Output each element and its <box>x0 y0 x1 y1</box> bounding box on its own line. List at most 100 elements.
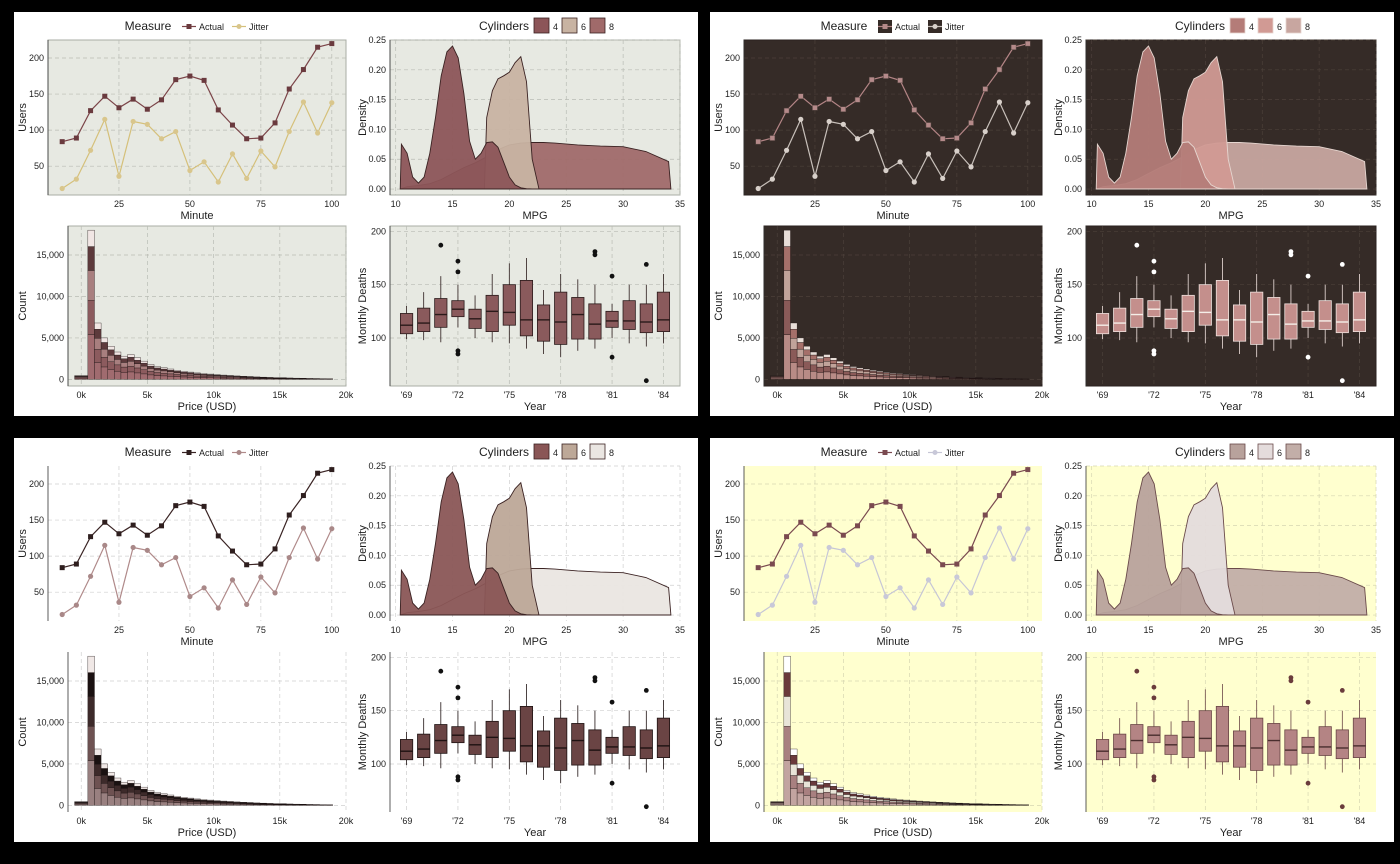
histogram-bar-segment <box>902 799 910 801</box>
panel-yellow: 25 50 75 100 50 100 150 200 Minute Users Measure Ac… <box>710 438 1394 842</box>
histogram-chart: 0k 5k 10k 15k 20k 0 5,000 10,000 15,000 Price (US… <box>713 225 1050 413</box>
point-jitter <box>812 599 818 605</box>
y-tick-label: 0.00 <box>1064 610 1082 620</box>
histogram-bar-segment <box>200 373 208 375</box>
y-axis-title: Users <box>713 103 725 132</box>
histogram-bar-segment <box>816 798 824 806</box>
point-actual <box>996 493 1002 499</box>
histogram-bar-segment <box>856 367 864 370</box>
box-outlier <box>1151 777 1157 783</box>
histogram-bar-segment <box>127 780 135 784</box>
histogram-bar-segment <box>836 362 844 367</box>
histogram-bar-segment <box>823 797 831 806</box>
x-tick-label: 75 <box>256 625 266 635</box>
x-tick-label: 35 <box>675 199 685 209</box>
histogram-bar-segment <box>796 337 804 343</box>
x-axis-title: Year <box>524 827 547 839</box>
box-body <box>1335 303 1349 334</box>
y-tick-label: 200 <box>371 652 386 662</box>
legend-entry: Jitter <box>249 448 269 458</box>
histogram-bar-segment <box>796 342 804 350</box>
point-jitter <box>854 562 861 568</box>
histogram-bar-segment <box>790 748 798 756</box>
histogram-bar-segment <box>816 355 824 359</box>
y-tick-label: 50 <box>34 161 44 171</box>
histogram-bar-segment <box>889 803 897 806</box>
histogram-bar-segment <box>836 791 844 796</box>
histogram-bar-segment <box>830 367 837 374</box>
histogram-bar-segment <box>167 371 175 375</box>
histogram-bar-segment <box>790 755 798 765</box>
series-line-jitter <box>757 100 1029 190</box>
histogram-bar-segment <box>882 799 890 802</box>
legend-entry: 6 <box>581 448 586 458</box>
histogram-bar-segment <box>849 375 857 380</box>
histogram-bar-segment <box>193 374 201 377</box>
histogram-bar-segment <box>114 370 122 380</box>
x-tick-label: '72 <box>1148 390 1160 400</box>
box-outlier <box>643 688 649 693</box>
box-body <box>554 717 568 771</box>
box-outlier <box>1151 258 1157 264</box>
histogram-bar-segment <box>153 369 161 373</box>
y-axis-title: Density <box>1053 525 1065 562</box>
x-tick-label: 10 <box>1087 199 1097 209</box>
histogram-bar-segment <box>823 783 831 788</box>
histogram-bar-segment <box>94 349 102 363</box>
point-jitter <box>897 159 903 165</box>
box-outlier <box>455 269 461 275</box>
legend-entry: 4 <box>1249 22 1254 32</box>
point-actual <box>201 77 207 83</box>
point-actual <box>1010 44 1017 50</box>
point-jitter <box>869 128 875 135</box>
histogram-bar-segment <box>153 375 161 380</box>
histogram-bar-segment <box>869 370 877 372</box>
box-body <box>1335 729 1349 760</box>
histogram-bar-segment <box>803 361 811 370</box>
x-axis-title: Price (USD) <box>178 827 237 839</box>
histogram-bar-segment <box>186 373 194 376</box>
histogram-bar-segment <box>810 785 818 792</box>
histogram-bar-segment <box>127 357 135 362</box>
point-jitter <box>755 185 761 192</box>
density-chart: 10 15 20 25 30 35 0.00 0.05 0.10 0.15 0.20 0.25 MPG D… <box>357 35 685 222</box>
histogram-bar-segment <box>147 800 155 806</box>
y-tick-label: 0.05 <box>368 154 386 164</box>
x-axis-title: MPG <box>1218 636 1243 648</box>
histogram-bar-segment <box>823 780 831 784</box>
histogram-bar-segment <box>863 368 871 371</box>
point-jitter <box>925 577 932 583</box>
histogram-bar-segment <box>107 780 115 788</box>
y-tick-label: 10,000 <box>732 717 760 727</box>
histogram-bar-segment <box>783 760 791 806</box>
point-jitter <box>329 100 335 106</box>
x-tick-label: 10k <box>902 816 917 826</box>
point-jitter <box>911 605 917 611</box>
box-body <box>417 733 431 758</box>
x-tick-label: 35 <box>1371 625 1381 635</box>
y-tick-label: 0.00 <box>368 184 386 194</box>
point-jitter <box>286 554 292 561</box>
histogram-bar-segment <box>803 354 811 362</box>
y-axis-title: Density <box>1053 99 1065 136</box>
box-body <box>417 307 431 332</box>
point-actual <box>996 66 1003 73</box>
point-actual <box>968 120 974 126</box>
x-tick-label: 100 <box>324 625 339 635</box>
y-tick-label: 15,000 <box>732 250 760 260</box>
point-jitter <box>996 99 1003 105</box>
x-axis-title: Minute <box>180 636 213 648</box>
legend-title: Cylinders <box>479 19 529 33</box>
box-body <box>1095 313 1110 335</box>
legend-key-cyl-6 <box>561 17 578 34</box>
point-jitter <box>144 547 150 553</box>
x-tick-label: 25 <box>114 625 124 635</box>
point-actual <box>187 73 193 79</box>
legend-title: Measure <box>821 19 868 33</box>
histogram-bar-segment <box>876 800 884 804</box>
point-actual <box>798 93 804 99</box>
histogram-bar-segment <box>843 368 851 372</box>
legend-entry: Jitter <box>249 22 269 32</box>
point-jitter <box>1025 526 1031 532</box>
histogram-bar-segment <box>94 775 102 789</box>
